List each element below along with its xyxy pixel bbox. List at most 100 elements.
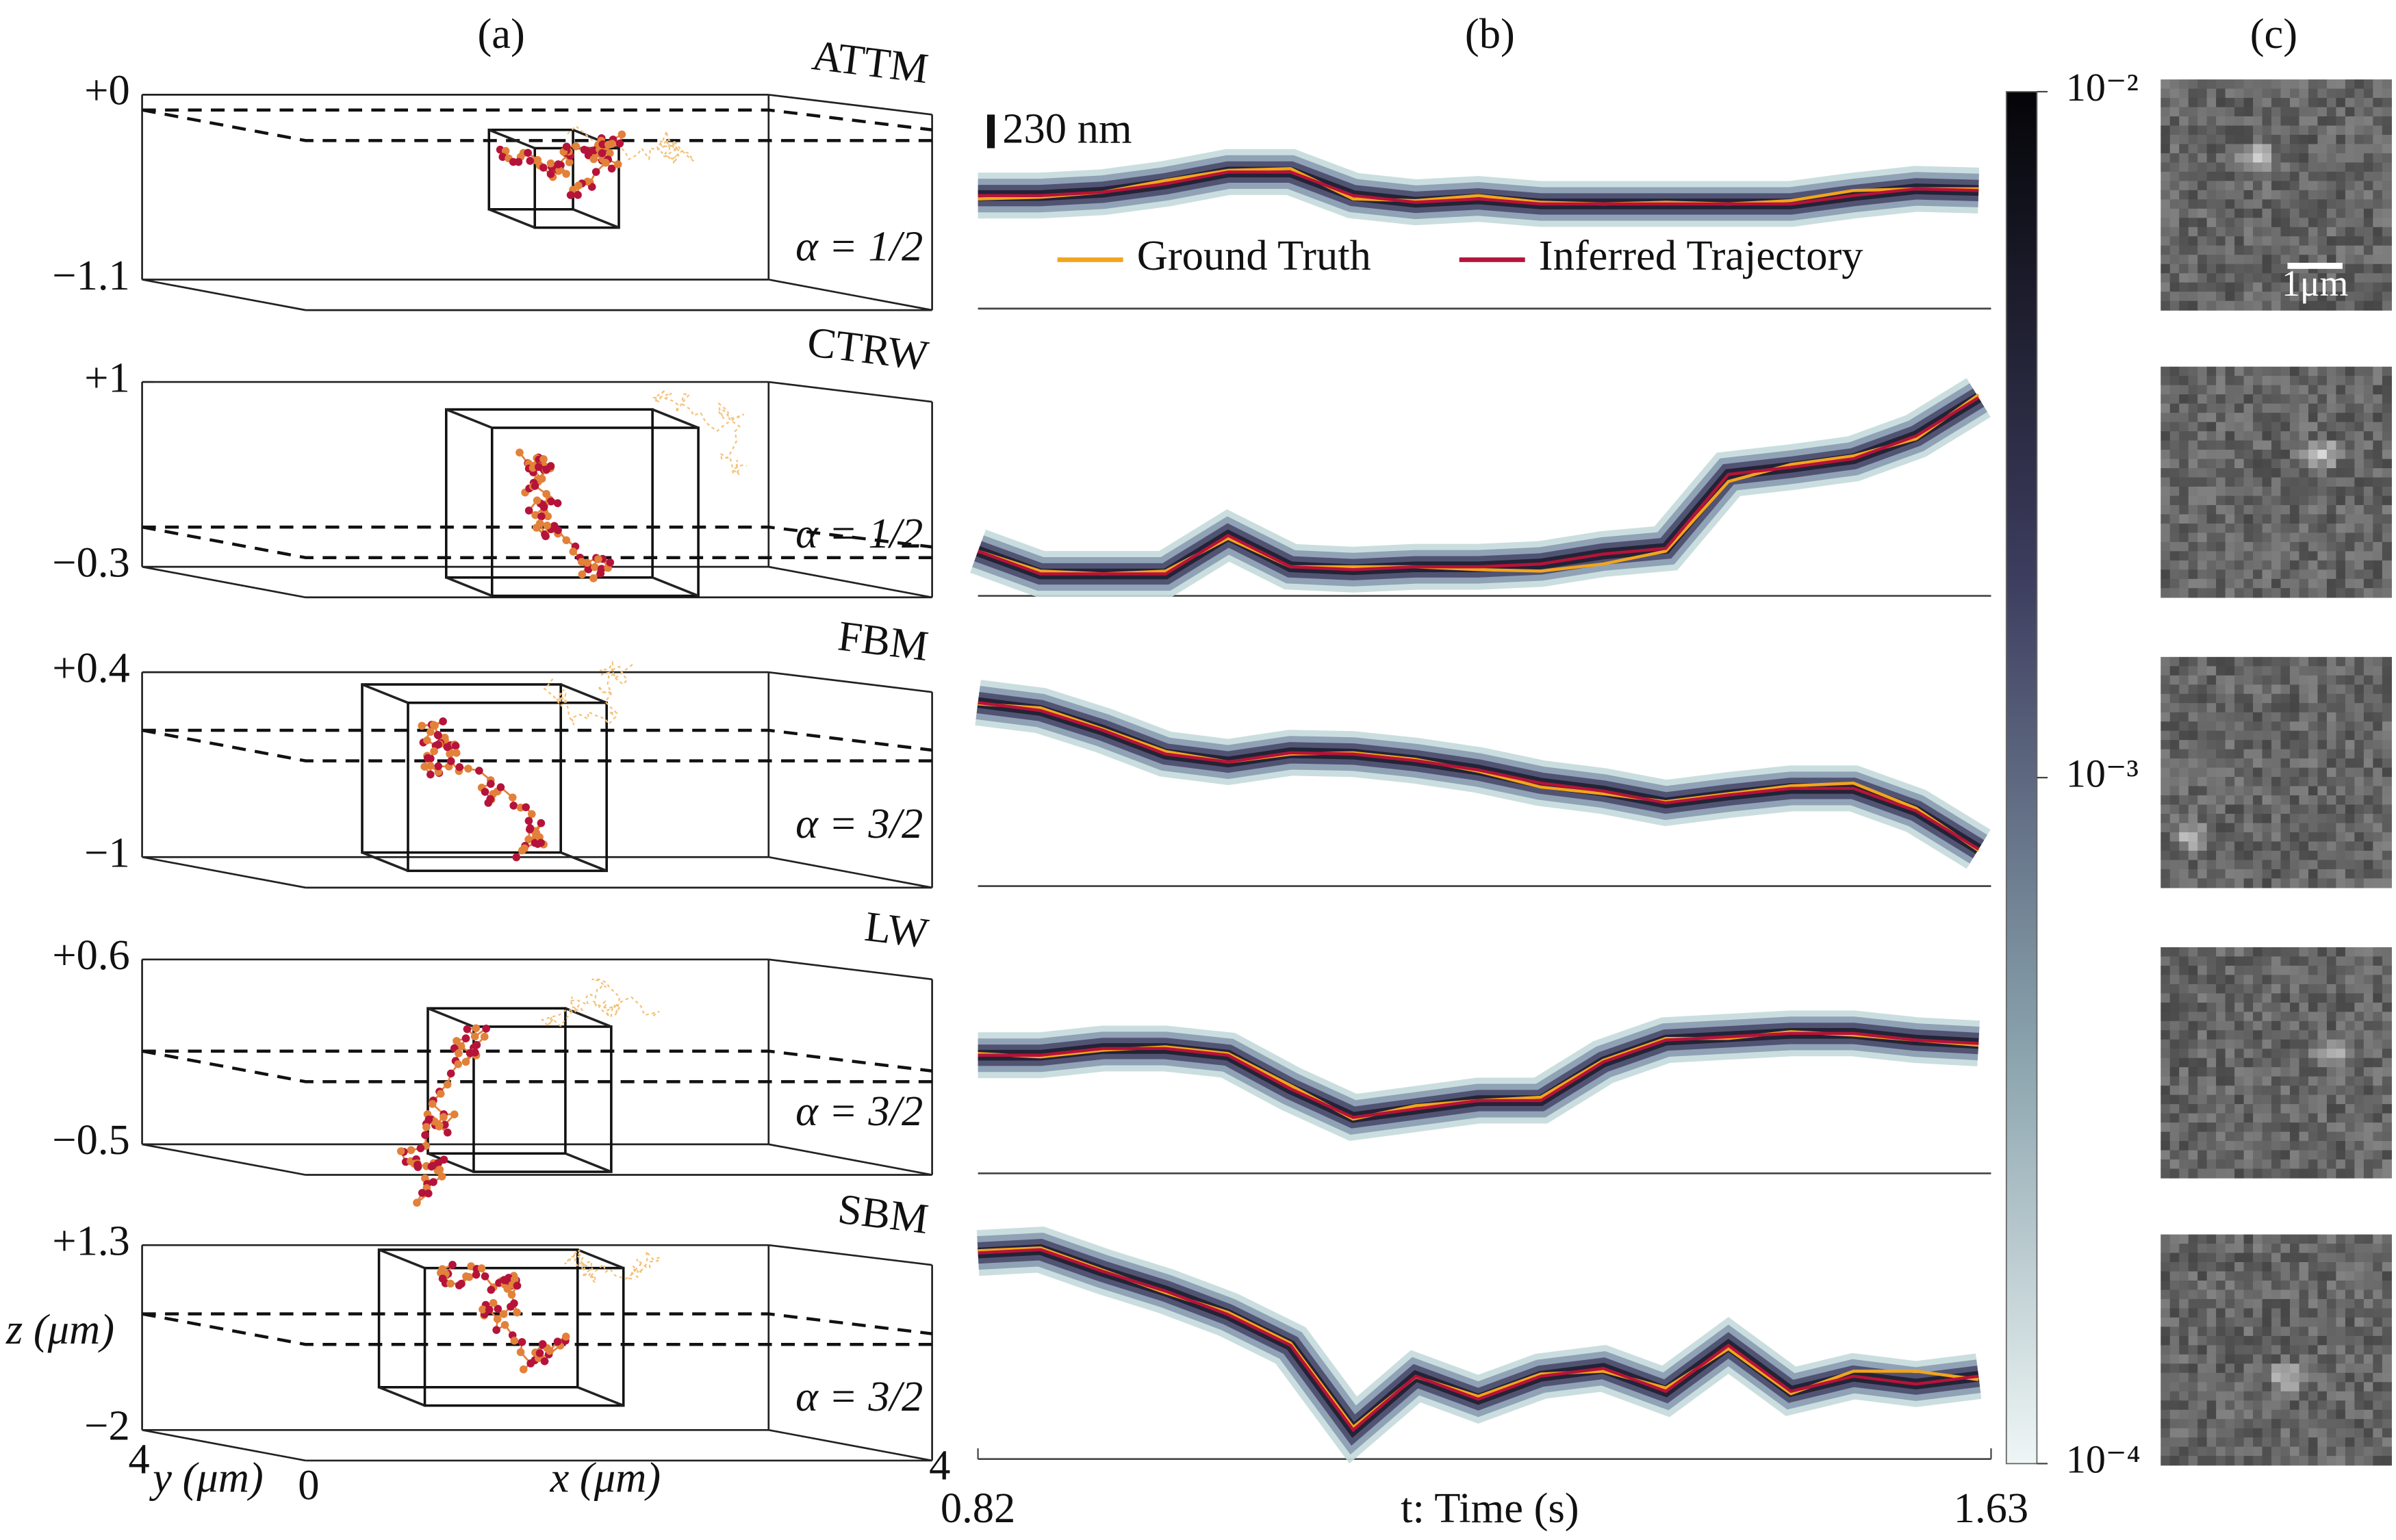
pixel [2216,1104,2226,1114]
pixel [2234,823,2245,833]
pixel [2363,190,2374,201]
pixel [2197,98,2208,108]
pixel [2308,777,2319,787]
pixel [2161,1326,2171,1337]
pixel [2234,144,2245,154]
pixel [2271,804,2282,814]
pixel [2363,422,2374,432]
pixel [2345,181,2356,191]
pixel [2326,181,2337,191]
trajectory-point [574,191,582,199]
pixel [2373,693,2383,704]
pixel [2299,1150,2309,1160]
pixel [2253,1104,2263,1114]
pixel [2243,486,2254,497]
pixel [2373,1150,2383,1160]
pixel [2161,749,2171,759]
pixel [2188,134,2198,145]
pixel [2197,413,2208,423]
pixel [2161,181,2171,191]
pixel [2206,523,2217,534]
pixel [2354,1012,2365,1022]
pixel [2308,468,2319,478]
pixel [2243,440,2254,450]
pixel [2345,1363,2356,1374]
pixel [2373,144,2383,154]
pixel [2253,1122,2263,1133]
pixel [2197,684,2208,695]
pixel [2345,1354,2356,1364]
pixel [2290,850,2300,861]
pixel [2382,1262,2392,1272]
pixel [2262,712,2272,722]
trajectory-point [617,130,626,139]
pixel [2179,1409,2189,1420]
pixel [2336,712,2346,722]
pixel [2216,116,2226,127]
pixel [2290,413,2300,423]
pixel [2216,236,2226,246]
pixel [2308,236,2319,246]
legend-label: Ground Truth [1137,231,1371,279]
pixel [2234,1372,2245,1383]
x-tick-label: 0 [298,1461,319,1509]
pixel [2262,98,2272,108]
pixel [2216,394,2226,405]
pixel [2188,523,2198,534]
pixel [2188,841,2198,851]
pixel [2262,144,2272,154]
pixel [2354,514,2365,524]
pixel [2161,413,2171,423]
pixel [2317,1308,2328,1318]
pixel [2243,832,2254,843]
pixel [2179,153,2189,164]
pixel [2280,1159,2291,1170]
pixel [2336,208,2346,218]
pixel [2225,134,2235,145]
pixel [2363,869,2374,880]
pixel [2373,1326,2383,1337]
pixel [2234,1335,2245,1346]
pixel [2382,153,2392,164]
pixel [2197,1289,2208,1300]
pixel [2243,804,2254,814]
pixel [2271,107,2282,117]
pixel [2243,1298,2254,1309]
pixel [2179,1086,2189,1096]
pixel [2363,450,2374,460]
pixel [2234,273,2245,283]
pixel [2280,1400,2291,1411]
trajectory-point [499,1310,508,1318]
pixel [2271,190,2282,201]
pixel [2197,1419,2208,1429]
pixel [2161,1113,2171,1123]
pixel [2216,1086,2226,1096]
trajectory-line [978,1031,1979,1119]
pixel [2216,1113,2226,1123]
pixel [2161,684,2171,695]
pixel [2354,366,2365,376]
pixel [2363,1253,2374,1263]
pixel [2290,1372,2300,1383]
pixel [2271,1363,2282,1374]
pixel [2206,1021,2217,1031]
pixel [2382,965,2392,976]
pixel [2271,749,2282,759]
pixel [2197,666,2208,676]
pixel [2206,440,2217,450]
pixel [2317,208,2328,218]
pixel [2206,422,2217,432]
pixel [2280,514,2291,524]
pixel [2382,1391,2392,1401]
pixel [2299,1400,2309,1411]
trajectory-line [977,396,1980,576]
pixel [2363,560,2374,570]
pixel [2317,218,2328,228]
pixel [2354,656,2365,667]
pixel [2336,666,2346,676]
pixel [2317,1253,2328,1263]
pixel [2373,1039,2383,1049]
pixel [2206,413,2217,423]
pixel [2299,1391,2309,1401]
pixel [2345,956,2356,966]
